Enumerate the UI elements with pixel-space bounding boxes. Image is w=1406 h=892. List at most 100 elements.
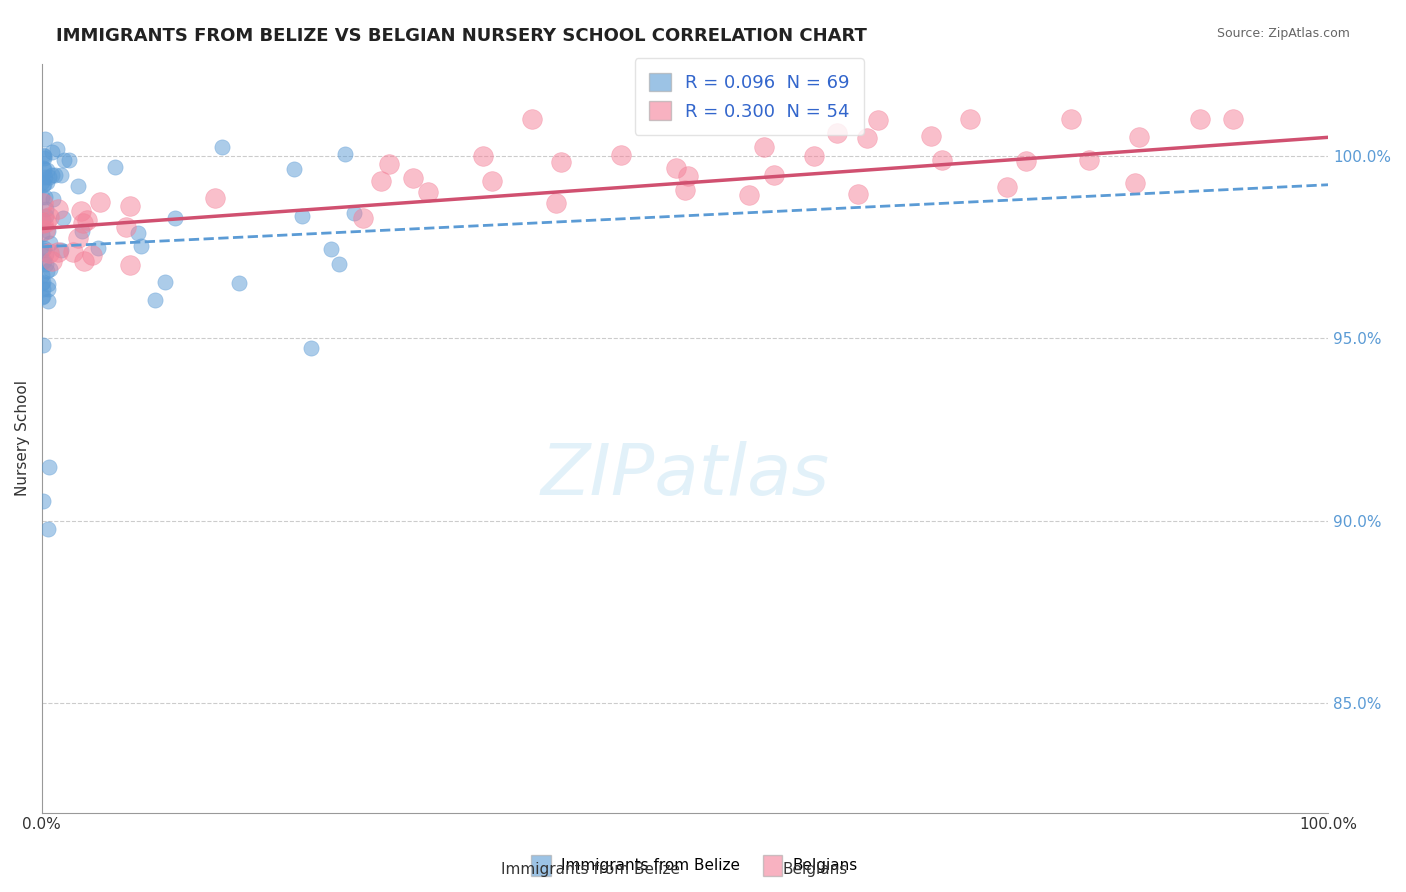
Point bbox=[38, 235, 60, 250]
Point bbox=[131, 239, 153, 253]
Point bbox=[35, 209, 58, 223]
Point bbox=[416, 185, 439, 199]
Point bbox=[35, 162, 58, 177]
Point bbox=[76, 213, 98, 227]
Point bbox=[38, 245, 60, 260]
Point bbox=[763, 169, 786, 183]
Point bbox=[62, 244, 84, 259]
Point bbox=[1128, 129, 1150, 144]
Point bbox=[87, 242, 110, 256]
Point bbox=[32, 241, 55, 255]
Point bbox=[520, 112, 543, 126]
Point bbox=[370, 174, 392, 188]
Point bbox=[73, 254, 96, 268]
Point bbox=[1078, 153, 1101, 167]
Point bbox=[104, 160, 127, 174]
Point bbox=[550, 154, 572, 169]
Point bbox=[80, 248, 103, 262]
Point bbox=[377, 156, 399, 170]
Point bbox=[34, 257, 56, 271]
Point bbox=[31, 268, 53, 282]
Point bbox=[51, 168, 73, 182]
Point bbox=[163, 211, 186, 225]
Point bbox=[72, 216, 94, 230]
Point bbox=[48, 245, 70, 260]
Point bbox=[35, 175, 58, 189]
Point bbox=[32, 178, 55, 192]
Point bbox=[32, 244, 55, 258]
Point bbox=[41, 145, 63, 160]
Point bbox=[471, 149, 494, 163]
Point bbox=[31, 190, 53, 204]
Point bbox=[738, 188, 761, 202]
Text: ZIPatlas: ZIPatlas bbox=[540, 442, 830, 510]
Point bbox=[37, 224, 59, 238]
Point bbox=[35, 202, 58, 217]
Point bbox=[291, 210, 314, 224]
Point bbox=[35, 264, 58, 278]
Point bbox=[1188, 112, 1211, 126]
Point bbox=[70, 224, 93, 238]
Point bbox=[204, 191, 226, 205]
Point bbox=[752, 140, 775, 154]
Point bbox=[211, 139, 233, 153]
Point bbox=[32, 216, 55, 230]
Point bbox=[546, 195, 568, 210]
Point bbox=[1060, 112, 1083, 126]
Point bbox=[352, 211, 374, 225]
Point bbox=[66, 231, 89, 245]
Point bbox=[676, 169, 699, 183]
Point bbox=[34, 190, 56, 204]
Point bbox=[37, 522, 59, 536]
Point bbox=[299, 341, 322, 355]
Point bbox=[328, 257, 350, 271]
Point bbox=[673, 183, 696, 197]
Point bbox=[1015, 153, 1038, 168]
Bar bbox=[762, 855, 782, 876]
Point bbox=[153, 275, 176, 289]
Point bbox=[31, 282, 53, 296]
Point bbox=[609, 148, 631, 162]
Point bbox=[283, 161, 305, 176]
Point bbox=[70, 204, 93, 219]
Point bbox=[959, 112, 981, 126]
Point bbox=[32, 178, 55, 193]
Point bbox=[931, 153, 953, 167]
Point bbox=[1123, 176, 1146, 190]
Point bbox=[31, 290, 53, 304]
Text: Belgians: Belgians bbox=[793, 858, 858, 872]
Point bbox=[32, 161, 55, 176]
Point bbox=[803, 149, 825, 163]
Legend: R = 0.096  N = 69, R = 0.300  N = 54: R = 0.096 N = 69, R = 0.300 N = 54 bbox=[634, 58, 865, 135]
Point bbox=[39, 261, 62, 276]
Point bbox=[34, 169, 56, 184]
Point bbox=[38, 210, 60, 224]
Point bbox=[825, 126, 848, 140]
Point bbox=[44, 168, 66, 182]
Point bbox=[995, 180, 1018, 194]
Point bbox=[866, 112, 889, 127]
Point bbox=[46, 142, 69, 156]
Point bbox=[1222, 112, 1244, 126]
Point bbox=[52, 211, 75, 225]
Point bbox=[31, 276, 53, 290]
Bar bbox=[531, 855, 551, 876]
Point bbox=[115, 220, 138, 235]
Point bbox=[32, 338, 55, 352]
Point bbox=[42, 192, 65, 206]
Point bbox=[920, 129, 942, 144]
Point bbox=[89, 195, 111, 210]
Point bbox=[32, 493, 55, 508]
Text: IMMIGRANTS FROM BELIZE VS BELGIAN NURSERY SCHOOL CORRELATION CHART: IMMIGRANTS FROM BELIZE VS BELGIAN NURSER… bbox=[56, 27, 868, 45]
Point bbox=[481, 174, 503, 188]
Point bbox=[32, 253, 55, 268]
Point bbox=[32, 148, 55, 162]
Point bbox=[38, 170, 60, 185]
Point bbox=[31, 275, 53, 289]
Point bbox=[37, 277, 59, 291]
Point bbox=[38, 459, 60, 474]
Point bbox=[32, 213, 55, 227]
Point bbox=[37, 293, 59, 308]
Point bbox=[856, 130, 879, 145]
Point bbox=[46, 202, 69, 216]
